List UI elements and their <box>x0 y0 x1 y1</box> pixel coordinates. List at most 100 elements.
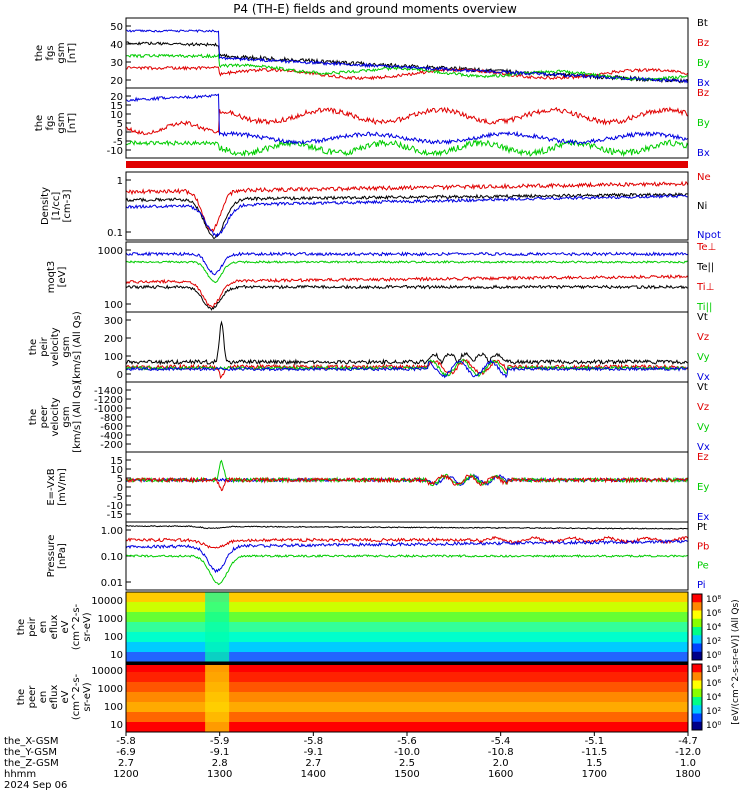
panel-peer-spec-ylabel-line: eV <box>60 690 71 703</box>
panel-fgs-comp-ytick-label: -10 <box>107 146 123 157</box>
panel-temperature-legend-2: Ti⊥ <box>696 282 714 293</box>
x-axis-row-value: 1.0 <box>680 758 696 769</box>
panel-density-legend-1: Ni <box>697 201 707 212</box>
panel-peer-spec-band <box>126 692 688 703</box>
panel-temperature-series-3 <box>125 284 689 311</box>
panel-pressure-legend-0: Pt <box>697 522 707 533</box>
panel-peer-spec-ytick-label: 10 <box>110 720 123 731</box>
x-axis-row-value: -5.8 <box>116 736 136 747</box>
panel-fgs-btot-legend-1: Bz <box>697 38 709 49</box>
panel-fgs-btot: the fgs gsm [nT] 20 30 40 50 Bt Bz By Bx <box>34 17 710 89</box>
panel-peir-velocity-legend-0: Vt <box>697 312 708 323</box>
panel-fgs-btot-legend-2: By <box>697 58 710 69</box>
panel-efield-ytick-label: -10 <box>107 501 123 512</box>
panel-efield-ytick-label: -5 <box>113 492 123 503</box>
colorbar-tick-label: 10² <box>706 707 721 717</box>
panel-peer-velocity-ylabel-line: velocity <box>50 397 61 436</box>
panel-temperature-legend-0: Te⊥ <box>696 242 716 253</box>
panel-density-frame <box>125 171 689 241</box>
panel-peer-velocity-ytick-label: -800 <box>100 413 123 424</box>
colorbar-tick-label: 10⁰ <box>706 651 721 661</box>
panel-peir-spec-band <box>126 632 688 643</box>
colorbar-segment <box>692 627 702 636</box>
panel-peir-spec-ylabel-line: en <box>38 621 49 634</box>
panel-fgs-btot-ytick-label: 50 <box>110 22 123 33</box>
colorbar-segment <box>692 688 702 698</box>
panel-peer-spec-ylabel-line: the <box>16 689 27 705</box>
panel-efield-ylabel-line: E=-VxB <box>46 468 57 505</box>
panel-fgs-btot-ylabel-line: fgs <box>45 45 56 60</box>
panel-peir-spec-ylabel-line: eV <box>60 620 71 633</box>
panel-peir-velocity-ylabel-line: the <box>28 339 39 355</box>
panel-peer-spec-band <box>126 712 688 723</box>
panel-peer-velocity-legend-2: Vy <box>697 422 710 433</box>
x-axis-row-value: 2.8 <box>212 758 228 769</box>
panel-efield-frame <box>125 451 689 523</box>
colorbar-label: [eV/(cm^2-s-sr-eV)] (All Qs) <box>731 599 741 724</box>
panel-peir-velocity-legend-1: Vz <box>697 332 709 343</box>
panel-peer-spec-ylabel-line: sr-eV) <box>82 682 93 711</box>
colorbar-segment <box>692 713 702 723</box>
panel-temperature-ytick-label: 100 <box>104 300 123 311</box>
x-axis-row-value: -9.1 <box>304 747 324 758</box>
panel-peir-spec-ylabel-line: eflux <box>49 615 60 640</box>
date-label: 2024 Sep 06 <box>4 780 67 791</box>
panel-density-legend-0: Ne <box>697 172 711 183</box>
panel-efield-legend-0: Ez <box>697 452 709 463</box>
panel-peir-spec-ytick-label: 1000 <box>98 614 123 625</box>
panel-pressure-series-0 <box>125 525 688 530</box>
panel-pressure-series-2 <box>125 539 689 574</box>
panel-fgs-btot-legend-0: Bt <box>697 18 708 29</box>
panel-peir-spec-ytick-label: 10000 <box>91 596 123 607</box>
panel-fgs-btot-ylabel-line: [nT] <box>67 43 78 63</box>
colorbar-segment <box>692 635 702 644</box>
x-axis-row-value: -10.8 <box>488 747 514 758</box>
x-axis-row-label: hhmm <box>4 769 36 780</box>
panel-fgs-btot-ylabel-line: gsm <box>56 42 67 63</box>
panel-temperature-legend-3: Ti|| <box>696 302 712 313</box>
colorbar-tick-label: 10⁶ <box>706 679 721 689</box>
panel-peer-velocity-legend-1: Vz <box>697 402 709 413</box>
panel-peer-velocity-ytick-label: -200 <box>100 440 123 451</box>
panel-fgs-comp-ylabel-line: the <box>34 115 45 131</box>
x-axis-row-value: -6.9 <box>116 747 136 758</box>
panel-fgs-comp-series-2 <box>125 93 689 146</box>
panel-peir-velocity-ylabel-line: velocity <box>50 327 61 366</box>
colorbar-segment <box>692 618 702 628</box>
panel-peir-spec-band <box>126 652 688 663</box>
colorbar-frame <box>691 663 703 731</box>
panel-peir-velocity-legend-3: Vx <box>697 372 710 383</box>
panel-fgs-comp-ytick-label: -5 <box>113 137 123 148</box>
panel-peer-spec-feature <box>205 662 230 732</box>
panel-peir-velocity-series-0 <box>125 320 689 366</box>
panel-peer-spec-band <box>126 662 688 673</box>
panel-density-ytick-label: 1 <box>117 176 123 187</box>
panel-peer-velocity-ylabel-line: peer <box>39 405 50 429</box>
colorbar-segment <box>692 602 702 611</box>
panel-temperature-legend-1: Te|| <box>696 262 714 273</box>
panel-peir-velocity-ylabel-line: gsm <box>61 336 72 357</box>
panel-peer-velocity-ytick-label: -600 <box>100 422 123 433</box>
panel-efield-series-1 <box>125 459 689 487</box>
panel-fgs-comp-series-0 <box>125 106 689 136</box>
panel-peer-spec-topband <box>126 662 688 665</box>
colorbar-segment <box>692 643 702 653</box>
panel-pressure-ytick-label: 1.00 <box>101 526 123 537</box>
panel-peir-velocity-legend-2: Vy <box>697 352 710 363</box>
panel-peir-velocity-ytick-label: 200 <box>104 334 123 345</box>
x-axis-row-value: 1.5 <box>586 758 602 769</box>
panel-peir-spec-ylabel-line: the <box>16 619 27 635</box>
panel-peer-velocity-legend-0: Vt <box>697 382 708 393</box>
panel-fgs-comp-legend-2: Bx <box>697 148 710 159</box>
panel-peer-velocity-ytick-label: -400 <box>100 431 123 442</box>
panel-peer-velocity-legend-3: Vx <box>697 442 710 453</box>
panel-fgs-comp-ytick-label: 5 <box>117 119 123 130</box>
x-axis-row-value: 2.7 <box>305 758 321 769</box>
x-axis-row-value: -12.0 <box>675 747 701 758</box>
panel-pressure-ylabel-line: [nPa] <box>57 543 68 569</box>
panel-peer-spec-ylabel-line: (cm^2-s- <box>71 673 82 720</box>
panel-peir-spec-band <box>126 622 688 633</box>
